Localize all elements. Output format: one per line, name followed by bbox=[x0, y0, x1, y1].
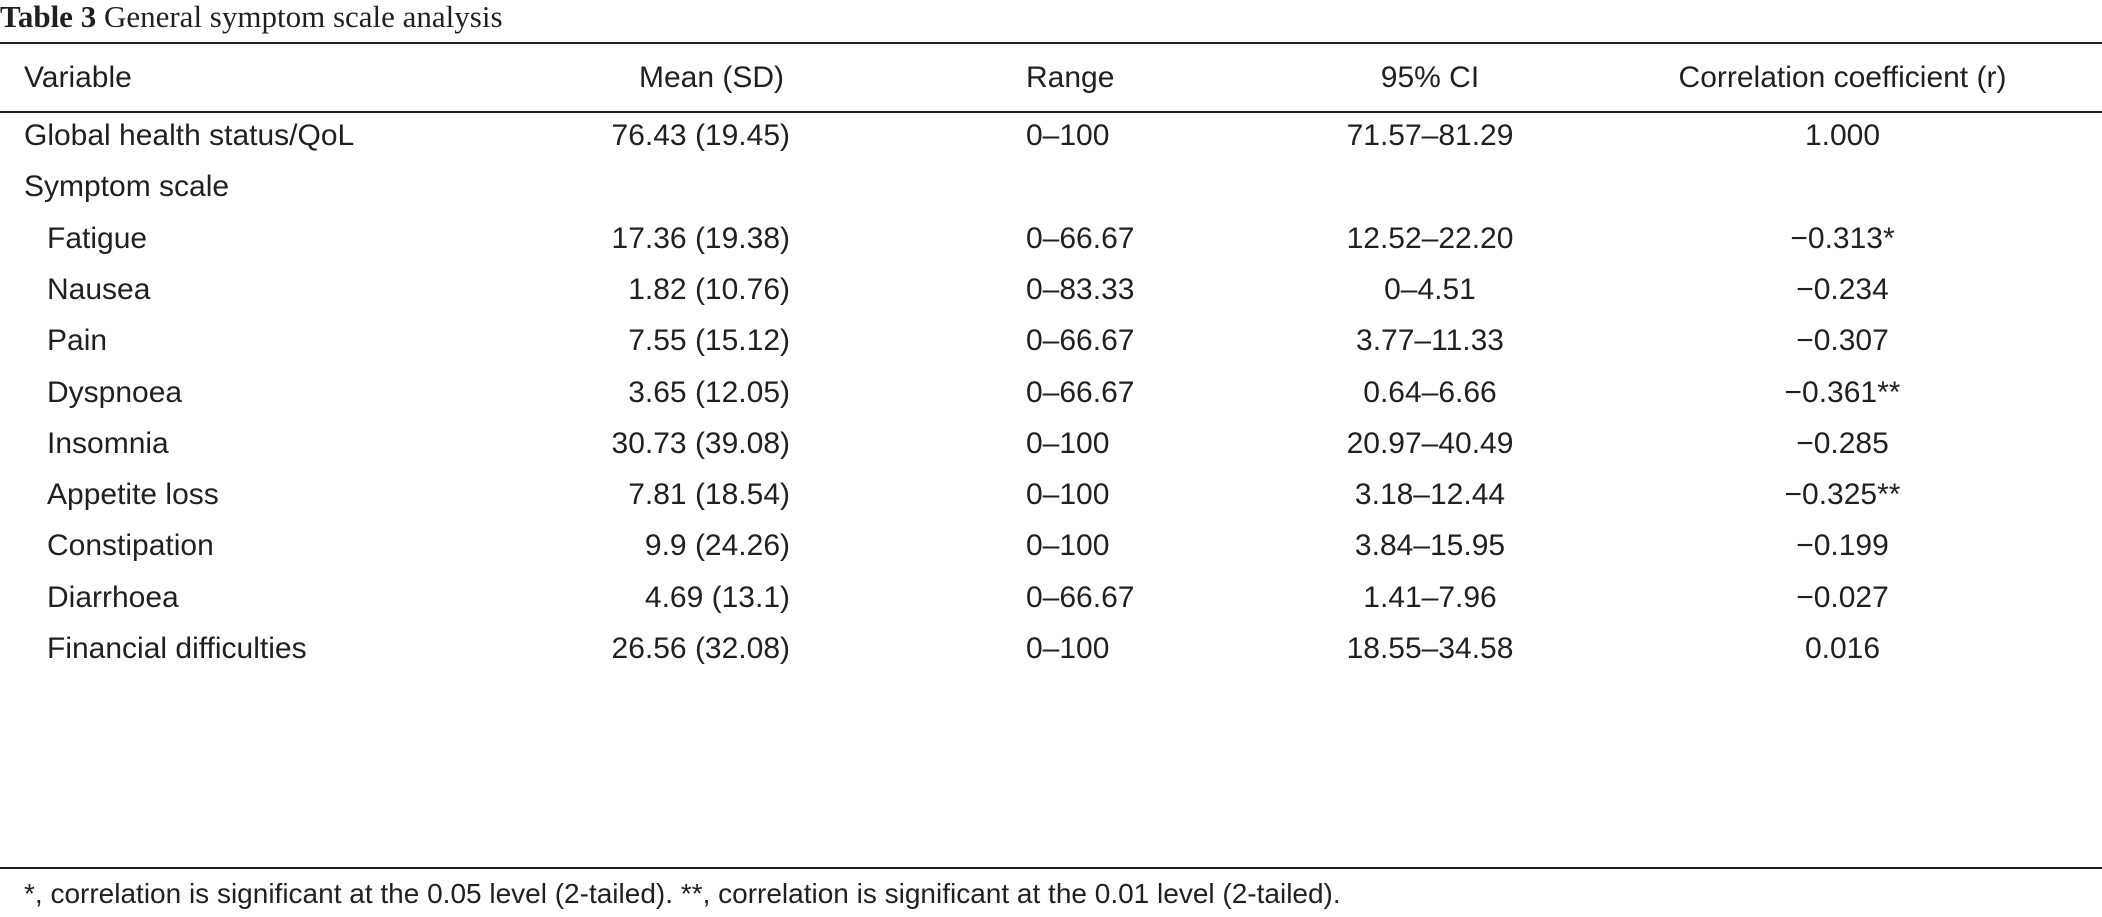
cell-95-ci: 12.52–22.20 bbox=[1346, 221, 1514, 255]
cell-variable: Diarrhoea bbox=[47, 580, 179, 614]
cell-correlation: −0.285 bbox=[1796, 426, 1889, 460]
cell-correlation: 1.000 bbox=[1804, 119, 1881, 152]
header-95-ci: 95% CI bbox=[1380, 61, 1480, 94]
cell-variable: Symptom scale bbox=[24, 170, 230, 204]
header-mean-sd: Mean (SD) bbox=[638, 61, 784, 94]
cell-variable: Nausea bbox=[47, 272, 151, 306]
cell-range: 0–100 bbox=[1026, 529, 1110, 563]
cell-95-ci: 3.77–11.33 bbox=[1356, 324, 1504, 358]
table-row: Nausea 1.82 (10.76) 0–83.33 0–4.51 −0.234 bbox=[0, 256, 2102, 324]
cell-mean-sd: 1.82 (10.76) bbox=[628, 272, 790, 306]
cell-mean-sd: 9.9 (24.26) bbox=[644, 529, 790, 563]
table-caption: Table 3 General symptom scale analysis bbox=[0, 0, 503, 40]
cell-range: 0–100 bbox=[1026, 632, 1110, 665]
cell-range: 0–83.33 bbox=[1026, 272, 1135, 306]
cell-correlation: −0.199 bbox=[1796, 529, 1889, 563]
cell-mean-sd: 26.56 (32.08) bbox=[611, 632, 790, 665]
cell-95-ci: 18.55–34.58 bbox=[1346, 632, 1514, 665]
cell-95-ci: 3.84–15.95 bbox=[1354, 529, 1506, 563]
cell-95-ci: 0.64–6.66 bbox=[1363, 375, 1497, 409]
cell-range: 0–66.67 bbox=[1026, 324, 1135, 358]
table-row: Insomnia 30.73 (39.08) 0–100 20.97–40.49 −0.… bbox=[0, 410, 2102, 478]
table-footnote: *, correlation is significant at the 0.0… bbox=[24, 878, 1341, 909]
table-row: Appetite loss 7.81 (18.54) 0–100 3.18–12.44… bbox=[0, 461, 2102, 529]
cell-range: 0–66.67 bbox=[1026, 375, 1135, 409]
cell-correlation: 0.016 bbox=[1804, 632, 1881, 665]
table-caption-text: General symptom scale analysis bbox=[103, 0, 503, 34]
cell-correlation: −0.307 bbox=[1796, 324, 1889, 358]
cell-range: 0–100 bbox=[1026, 119, 1110, 152]
table-row: Symptom scale bbox=[0, 153, 2102, 221]
table-row: Constipation 9.9 (24.26) 0–100 3.84–15.95 −0… bbox=[0, 512, 2102, 580]
cell-range: 0–66.67 bbox=[1026, 221, 1135, 255]
cell-95-ci: 3.18–12.44 bbox=[1354, 478, 1506, 512]
cell-range: 0–100 bbox=[1026, 426, 1110, 460]
header-range: Range bbox=[1026, 61, 1115, 94]
table-row: Dyspnoea 3.65 (12.05) 0–66.67 0.64–6.66 −0.3… bbox=[0, 359, 2102, 427]
cell-variable: Constipation bbox=[47, 529, 214, 563]
cell-correlation: −0.325** bbox=[1784, 478, 1901, 512]
cell-variable: Insomnia bbox=[47, 426, 169, 460]
table-row: Diarrhoea 4.69 (13.1) 0–66.67 1.41–7.96 −0.0… bbox=[0, 564, 2102, 632]
cell-variable: Dyspnoea bbox=[47, 375, 183, 409]
table-row: Financial difficulties 26.56 (32.08) 0–100… bbox=[0, 615, 2102, 683]
cell-range: 0–66.67 bbox=[1026, 580, 1135, 614]
table-header-row: Variable Mean (SD) Range 95% CI Correlat… bbox=[0, 44, 2102, 112]
cell-correlation: −0.361** bbox=[1784, 375, 1901, 409]
cell-mean-sd: 4.69 (13.1) bbox=[644, 580, 790, 614]
cell-variable: Global health status/QoL bbox=[24, 119, 355, 152]
cell-mean-sd: 30.73 (39.08) bbox=[611, 426, 790, 460]
cell-mean-sd: 76.43 (19.45) bbox=[611, 119, 790, 152]
table-caption-label: Table 3 bbox=[0, 0, 97, 34]
cell-mean-sd: 17.36 (19.38) bbox=[611, 221, 790, 255]
table-row: Pain 7.55 (15.12) 0–66.67 3.77–11.33 −0.307 bbox=[0, 307, 2102, 375]
cell-variable: Financial difficulties bbox=[47, 632, 307, 665]
cell-correlation: −0.313* bbox=[1790, 221, 1895, 255]
cell-variable: Fatigue bbox=[47, 221, 148, 255]
cell-range: 0–100 bbox=[1026, 478, 1110, 512]
header-variable: Variable bbox=[24, 61, 132, 94]
table-header-rule bbox=[0, 111, 2102, 113]
cell-95-ci: 0–4.51 bbox=[1384, 272, 1476, 306]
cell-correlation: −0.234 bbox=[1796, 272, 1889, 306]
cell-mean-sd: 3.65 (12.05) bbox=[628, 375, 790, 409]
cell-variable: Appetite loss bbox=[47, 478, 219, 512]
cell-95-ci: 1.41–7.96 bbox=[1363, 580, 1497, 614]
header-correlation-coefficient: Correlation coefficient (r) bbox=[1678, 61, 2007, 94]
cell-correlation: −0.027 bbox=[1796, 580, 1889, 614]
table-bottom-rule bbox=[0, 867, 2102, 869]
cell-mean-sd: 7.81 (18.54) bbox=[628, 478, 790, 512]
table-top-rule bbox=[0, 42, 2102, 44]
cell-mean-sd: 7.55 (15.12) bbox=[628, 324, 790, 358]
table-row: Global health status/QoL 76.43 (19.45) 0–1… bbox=[0, 102, 2102, 170]
cell-95-ci: 71.57–81.29 bbox=[1346, 119, 1514, 152]
table-row: Fatigue 17.36 (19.38) 0–66.67 12.52–22.20 −0… bbox=[0, 205, 2102, 273]
cell-95-ci: 20.97–40.49 bbox=[1346, 426, 1514, 460]
cell-variable: Pain bbox=[47, 324, 108, 358]
